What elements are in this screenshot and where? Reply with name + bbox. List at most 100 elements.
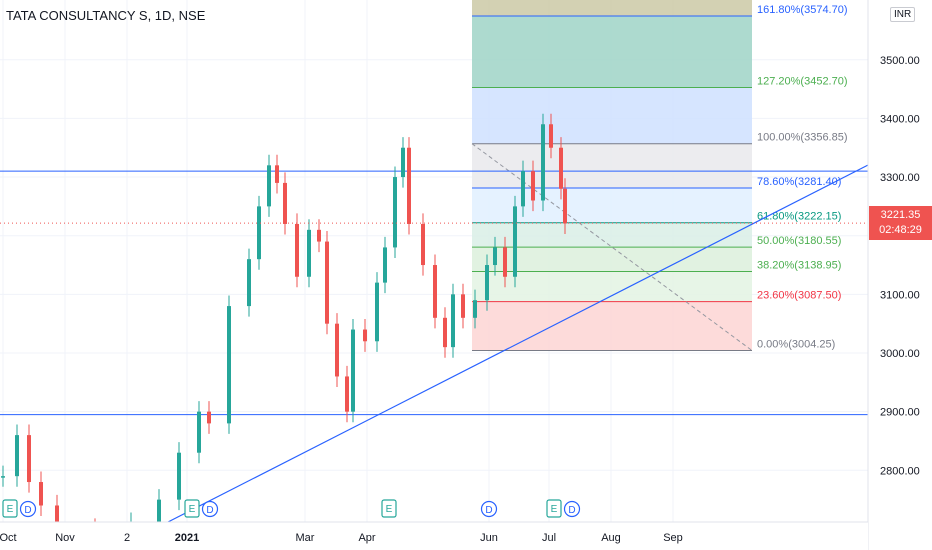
fib-level-label: 50.00%(3180.55) [757,235,841,247]
candle-body [295,223,299,277]
candle-body [375,282,379,342]
candle-body [267,165,271,207]
fib-level-label: 127.20%(3452.70) [757,75,848,87]
x-tick-label: Jun [480,532,498,544]
candle-body [383,247,387,283]
candle-body [325,241,329,324]
candle-body [559,147,563,189]
fib-band [472,222,752,248]
last-price-value: 3221.35 [880,209,921,222]
candle-body [257,206,261,260]
candle-body [247,259,251,307]
y-tick-label: 3000.00 [880,348,920,360]
dividend-badge [201,500,219,518]
candle-body [485,265,489,301]
candle-body [317,229,321,242]
y-tick-label: 3300.00 [880,172,920,184]
candle-body [363,329,367,342]
x-tick-label: 2 [124,532,130,544]
candle-body [197,411,201,453]
candle-body [541,124,545,201]
candle-body [549,124,553,148]
candle-body [401,147,405,178]
fib-band [472,301,752,351]
candle-body [493,247,497,266]
candle-body [443,317,447,348]
fib-level-label: 161.80%(3574.70) [757,4,848,16]
candle-body [1,476,5,478]
x-tick-label: Nov [55,532,75,544]
dividend-badge-letter: D [485,505,492,516]
fib-band-top [472,0,752,16]
candle-body [345,376,349,412]
candle-body [473,300,477,318]
earnings-badge-letter: E [7,504,14,515]
trend-line [167,162,873,523]
candle-body [451,294,455,348]
candle-body [207,411,211,424]
dividend-badge [563,500,581,518]
candle-body [39,482,43,506]
candle-body [513,206,517,277]
bar-countdown: 02:48:29 [879,224,922,237]
candle-body [307,229,311,277]
y-tick-label: 3100.00 [880,289,920,301]
dividend-badge-letter: D [568,505,575,516]
candle-body [521,171,525,207]
fib-level-label: 78.60%(3281.40) [757,176,841,188]
last-price-label: 3221.35 02:48:29 [869,206,932,241]
candle-body [335,323,339,377]
candle-body [351,329,355,412]
y-tick-label: 3400.00 [880,113,920,125]
candle-body [563,188,567,224]
y-tick-label: 3500.00 [880,55,920,67]
candle-body [531,171,535,201]
dividend-badge [480,500,498,518]
dividend-badge-letter: D [24,505,31,516]
earnings-badge-letter: E [386,504,393,515]
candle-body [55,505,59,529]
earnings-badge [2,499,18,518]
dividend-badge-letter: D [206,505,213,516]
y-tick-label: 2800.00 [880,465,920,477]
fib-band [472,187,752,223]
candle-body [407,147,411,224]
candle-body [503,247,507,277]
fib-band [472,271,752,302]
earnings-badge-letter: E [189,504,196,515]
fib-level-label: 0.00%(3004.25) [757,339,835,351]
x-tick-label: Apr [358,532,375,544]
candle-body [393,177,397,248]
candle-body [227,306,231,424]
fib-band [472,247,752,272]
fib-band [472,87,752,144]
fib-band [472,15,752,88]
x-tick-label: Jul [542,532,556,544]
y-tick-label: 2900.00 [880,407,920,419]
earnings-badge [184,499,200,518]
fib-level-label: 61.80%(3222.15) [757,211,841,223]
price-axis-bg [868,0,932,550]
fib-trend-dashed-line [471,143,753,351]
candle-body [461,294,465,318]
fib-level-label: 100.00%(3356.85) [757,132,848,144]
candle-body [27,435,31,483]
candle-body [157,499,161,524]
currency-badge[interactable]: INR [890,7,916,22]
candle-body [283,182,287,224]
candle-body [433,265,437,318]
time-axis-bg [0,522,868,550]
candle-body [177,452,181,500]
fib-level-label: 38.20%(3138.95) [757,260,841,272]
x-tick-label: Oct [0,532,17,544]
earnings-badge [546,499,562,518]
candle-body [15,435,19,477]
earnings-badge-letter: E [551,504,558,515]
x-tick-label: Aug [601,532,621,544]
fib-level-label: 23.60%(3087.50) [757,290,841,302]
fib-band [472,143,752,188]
candle-body [275,165,279,183]
symbol-title[interactable]: TATA CONSULTANCY S, 1D, NSE [6,8,206,23]
earnings-badge [381,499,397,518]
